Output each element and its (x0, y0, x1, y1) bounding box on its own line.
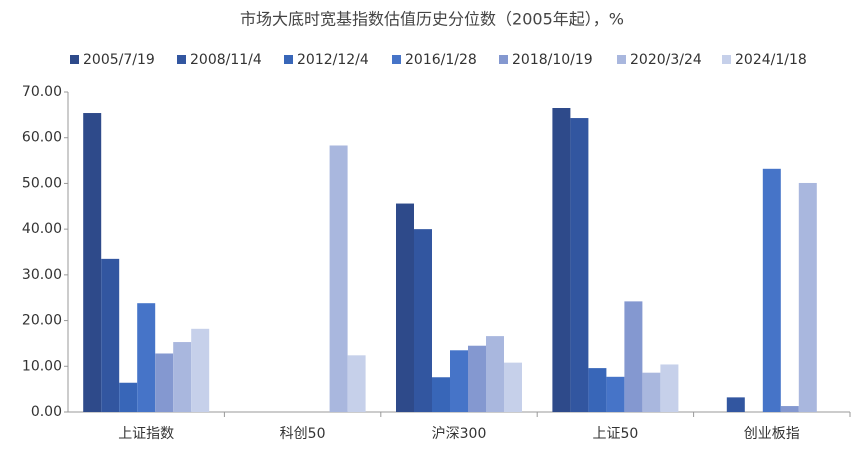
legend-swatch (499, 55, 508, 64)
x-tick-label: 科创50 (280, 426, 326, 442)
x-tick-label: 创业板指 (744, 426, 800, 442)
legend-swatch (617, 55, 626, 64)
bar (119, 382, 138, 412)
bar (552, 108, 571, 412)
bar (101, 258, 120, 412)
legend-swatch (392, 55, 401, 64)
legend-label: 2024/1/18 (735, 52, 807, 68)
bar (780, 406, 799, 412)
legend-label: 2008/11/4 (190, 52, 262, 68)
bar (450, 350, 468, 412)
legend-label: 2020/3/24 (630, 52, 702, 68)
bar (396, 203, 414, 412)
bar (624, 301, 643, 412)
legend-label: 2012/12/4 (297, 52, 369, 68)
bar (798, 182, 817, 412)
y-tick-label: 30.00 (22, 267, 62, 283)
bar (191, 328, 210, 412)
bar (414, 229, 432, 412)
y-tick-label: 60.00 (22, 130, 62, 146)
bar (486, 336, 504, 412)
legend-label: 2005/7/19 (83, 52, 155, 68)
legend-swatch (177, 55, 186, 64)
legend-label: 2016/1/28 (405, 52, 477, 68)
y-tick-label: 0.00 (31, 404, 62, 420)
bar (660, 364, 679, 412)
bar (173, 342, 192, 412)
chart-title: 市场大底时宽基指数估值历史分位数（2005年起），% (240, 10, 624, 29)
bar (83, 113, 102, 413)
legend-label: 2018/10/19 (512, 52, 593, 68)
bar (155, 353, 174, 412)
x-tick-label: 上证50 (592, 426, 638, 442)
bar (468, 345, 486, 412)
bar (642, 372, 661, 412)
y-tick-label: 50.00 (22, 175, 62, 191)
y-tick-label: 40.00 (22, 221, 62, 237)
y-tick-label: 70.00 (22, 84, 62, 100)
legend-swatch (722, 55, 731, 64)
bar (570, 118, 589, 413)
y-tick-label: 20.00 (22, 313, 62, 329)
bar (329, 145, 348, 412)
bar (504, 362, 522, 412)
bar (432, 377, 450, 412)
bar (726, 397, 745, 412)
legend-swatch (284, 55, 293, 64)
bar (347, 355, 366, 412)
bar (137, 303, 156, 412)
y-tick-label: 10.00 (22, 358, 62, 374)
x-tick-label: 沪深300 (432, 426, 487, 442)
legend-swatch (70, 55, 79, 64)
x-tick-label: 上证指数 (118, 426, 174, 442)
bar (762, 168, 781, 412)
bar (606, 376, 625, 412)
bar (588, 368, 607, 412)
